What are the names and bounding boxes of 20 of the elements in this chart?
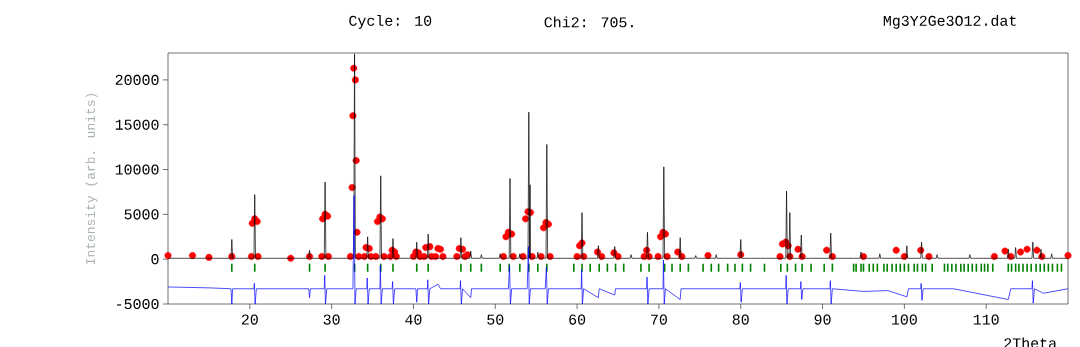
x-tick-label: 80: [732, 314, 749, 325]
y-axis-title: Intensity (arb. units): [85, 93, 98, 265]
text: Mg3Y2Ge3O12.dat: [883, 14, 1016, 29]
y-tick-label: 5000: [124, 209, 159, 220]
x-tick-label: 90: [814, 314, 831, 325]
y-tick-label: 20000: [115, 74, 159, 85]
x-tick-label: 30: [323, 314, 340, 325]
y-tick-label: -5000: [117, 298, 159, 310]
x-tick-label: 70: [651, 314, 667, 325]
chart-title: Cycle: 10: [349, 14, 432, 29]
x-tick-label: 20: [241, 314, 258, 325]
x-tick-label: 40: [405, 314, 422, 325]
x-tick-label: 100: [892, 314, 917, 325]
y-tick-label: 10000: [115, 164, 159, 175]
x-tick-label: 60: [569, 314, 586, 325]
x-tick-label: 50: [487, 314, 504, 325]
y-tick-label: 0: [151, 254, 159, 265]
chart-subtitle: Chi2: 705.: [544, 16, 633, 28]
y-tick-label: 15000: [115, 119, 159, 130]
x-tick-label: 110: [973, 314, 999, 325]
